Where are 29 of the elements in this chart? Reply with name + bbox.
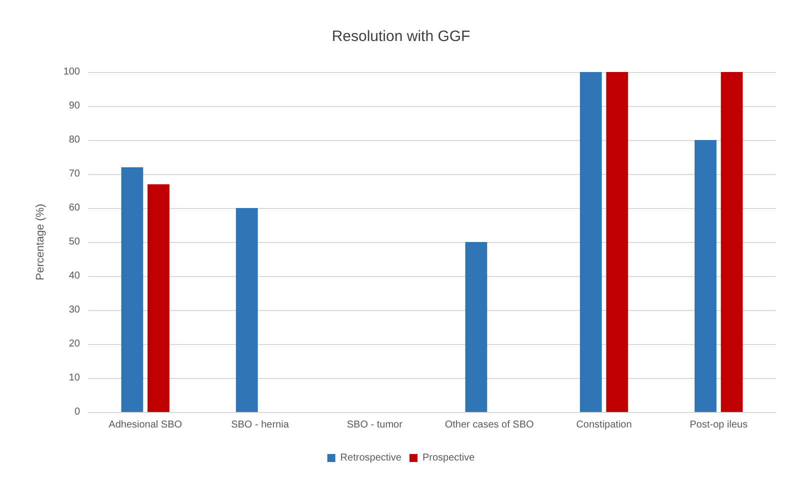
- y-tick-label: 90: [68, 100, 80, 112]
- y-tick-label: 60: [68, 202, 80, 214]
- x-tick-label: SBO - hernia: [231, 420, 290, 430]
- bar: [121, 167, 144, 412]
- bar: [148, 184, 170, 412]
- y-tick-label: 70: [68, 168, 80, 180]
- y-tick-label: 80: [68, 134, 80, 146]
- y-tick-label: 0: [74, 406, 80, 418]
- x-tick-label: Constipation: [576, 420, 632, 430]
- y-tick-label: 50: [68, 236, 80, 248]
- y-tick-label: 40: [68, 270, 80, 282]
- y-tick-label: 30: [68, 304, 80, 316]
- bar: [694, 140, 716, 412]
- y-tick-label: 20: [68, 338, 80, 350]
- bar: [236, 208, 258, 412]
- y-tick-label: 100: [63, 66, 80, 78]
- chart-title: Resolution with GGF: [332, 28, 470, 45]
- legend-label: Retrospective: [340, 452, 402, 464]
- bar: [580, 72, 602, 412]
- bar: [606, 72, 628, 412]
- x-tick-label: Adhesional SBO: [108, 420, 182, 430]
- legend-label: Prospective: [422, 452, 476, 464]
- y-tick-label: 10: [68, 372, 80, 384]
- x-tick-label: Post-op ileus: [690, 420, 748, 430]
- x-tick-label: Other cases of SBO: [444, 420, 534, 430]
- bar: [465, 242, 488, 412]
- x-tick-label: SBO - tumor: [346, 420, 404, 430]
- bar: [720, 72, 743, 412]
- y-axis-title: Percentage (%): [34, 204, 46, 280]
